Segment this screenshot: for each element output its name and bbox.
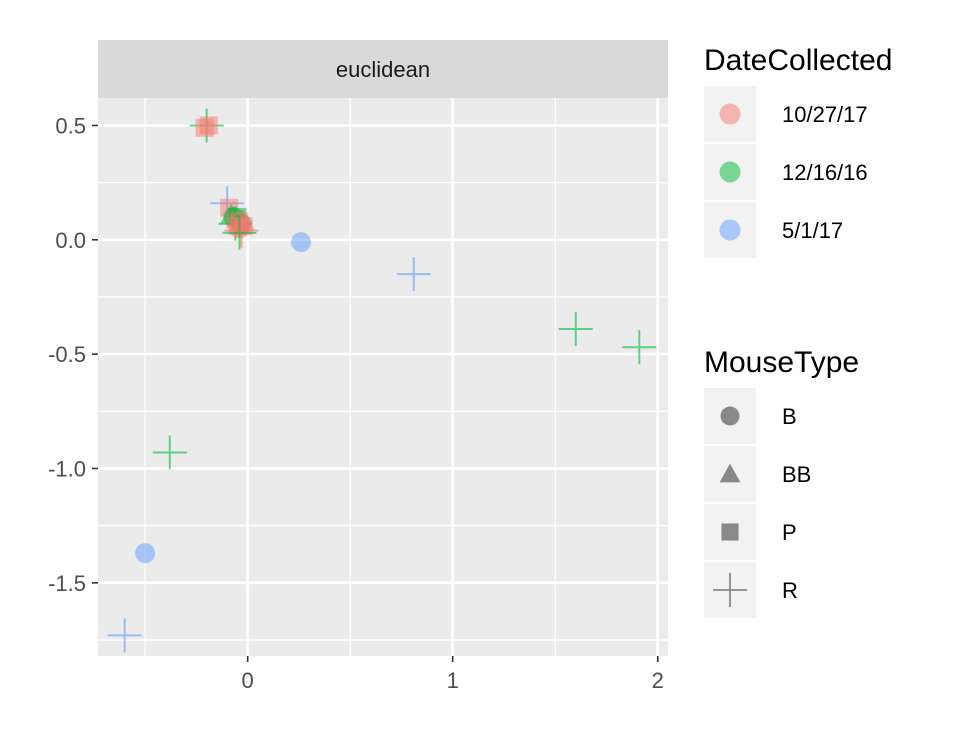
color-legend-key: [719, 161, 741, 183]
data-point: [558, 311, 593, 346]
x-tick-label: 0: [242, 668, 254, 693]
color-legend-key: [719, 103, 741, 125]
x-tick-label: 1: [447, 668, 459, 693]
data-point: [232, 210, 255, 231]
axes: 0 1 2 0.5 0.0 -0.5 -1.0 -1.5: [48, 113, 664, 693]
shape-legend-label: B: [782, 404, 797, 429]
panel-background: [98, 98, 668, 656]
shape-legend-label: R: [782, 578, 798, 603]
facet-strip: euclidean: [98, 40, 668, 98]
data-point: [135, 543, 156, 564]
y-tick-label: -1.0: [48, 456, 86, 481]
y-tick-label: 0.0: [55, 228, 86, 253]
data-point: [195, 118, 214, 137]
x-tick-label: 2: [652, 668, 664, 693]
shape-legend-key: [713, 573, 747, 607]
plot-panel: [98, 98, 668, 656]
shape-legend-key: [720, 406, 740, 426]
color-legend-label: 5/1/17: [782, 218, 843, 243]
gridlines: [98, 98, 668, 656]
y-tick-label: -1.5: [48, 571, 86, 596]
color-legend-label: 10/27/17: [782, 102, 868, 127]
data-point: [107, 618, 142, 653]
y-tick-label: -0.5: [48, 342, 86, 367]
data-point: [222, 215, 257, 250]
shape-legend-key: [719, 463, 741, 483]
y-tick-label: 0.5: [55, 113, 86, 138]
data-point: [396, 257, 431, 292]
facet-strip-label: euclidean: [336, 57, 430, 82]
shape-legend-label: P: [782, 520, 797, 545]
data-points: [107, 108, 657, 653]
shape-legend-key: [721, 523, 739, 541]
data-point: [152, 435, 187, 470]
facet-strip-background: [98, 40, 668, 98]
data-point: [622, 330, 657, 365]
color-legend-title: DateCollected: [704, 44, 892, 77]
color-legend-label: 12/16/16: [782, 160, 868, 185]
color-legend-key: [719, 219, 741, 241]
legends: DateCollected 10/27/17 12/16/16 5/1/17 Mouse…: [704, 44, 892, 618]
shape-legend-label: BB: [782, 462, 811, 487]
shape-legend-title: MouseType: [704, 346, 859, 379]
data-point: [290, 232, 311, 253]
